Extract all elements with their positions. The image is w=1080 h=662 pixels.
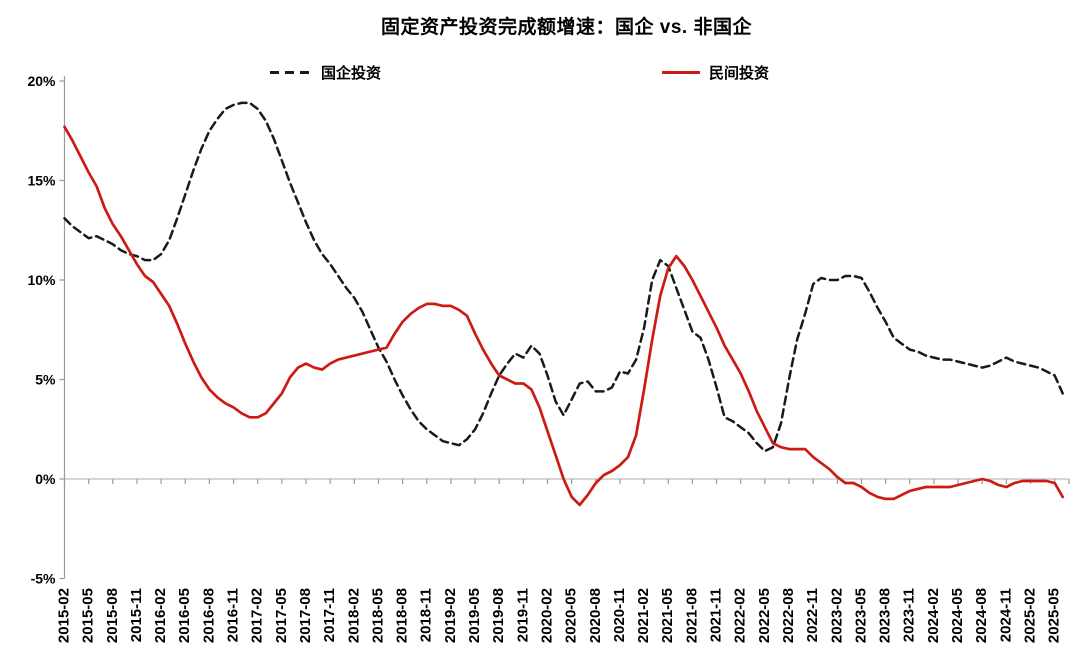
x-axis-label: 2023-02 bbox=[828, 588, 845, 643]
legend-label-private: 民间投资 bbox=[709, 64, 770, 82]
x-axis-label: 2021-11 bbox=[708, 588, 725, 642]
x-axis-label: 2020-11 bbox=[611, 588, 628, 642]
x-axis-label: 2015-02 bbox=[55, 588, 72, 643]
y-axis-label: 20% bbox=[27, 73, 56, 89]
y-axis-label: -5% bbox=[31, 571, 56, 587]
y-axis-label: 10% bbox=[27, 272, 56, 288]
x-axis-label: 2019-11 bbox=[514, 588, 531, 642]
x-axis-label: 2017-08 bbox=[297, 588, 314, 643]
x-axis-label: 2024-08 bbox=[973, 588, 990, 643]
x-axis-label: 2016-11 bbox=[225, 588, 242, 642]
x-axis-label: 2016-08 bbox=[200, 588, 217, 643]
y-axis-label: 5% bbox=[35, 372, 56, 388]
soe-dashed-line-swatch bbox=[270, 70, 312, 74]
x-axis-label: 2020-05 bbox=[563, 588, 580, 643]
x-axis-label: 2018-11 bbox=[418, 588, 435, 642]
x-axis-label: 2021-08 bbox=[683, 588, 700, 643]
x-axis-label: 2023-05 bbox=[852, 588, 869, 643]
x-axis-label: 2018-08 bbox=[394, 588, 411, 643]
soe-investment-line bbox=[63, 101, 1064, 453]
legend-label-soe: 国企投资 bbox=[321, 64, 382, 82]
x-axis-label: 2016-05 bbox=[176, 588, 193, 643]
chart-title: 固定资产投资完成额增速：国企 vs. 非国企 bbox=[381, 17, 752, 38]
x-axis-label: 2017-11 bbox=[321, 588, 338, 642]
x-axis-label: 2015-11 bbox=[128, 588, 145, 642]
private-investment-line bbox=[63, 125, 1065, 507]
x-axis-label: 2021-05 bbox=[659, 588, 676, 643]
x-axis-label: 2022-11 bbox=[804, 588, 821, 642]
x-axis-label: 2017-02 bbox=[249, 588, 266, 643]
x-axis-label: 2020-02 bbox=[538, 588, 555, 643]
x-axis-label: 2025-02 bbox=[1021, 588, 1038, 643]
x-axis-label: 2024-02 bbox=[925, 588, 942, 643]
x-axis-label: 2019-02 bbox=[442, 588, 459, 643]
private-line-swatch bbox=[662, 70, 700, 74]
x-axis-label: 2018-05 bbox=[369, 588, 386, 643]
x-axis-label: 2019-05 bbox=[466, 588, 483, 643]
y-axis-label: 15% bbox=[27, 173, 56, 189]
x-axis-label: 2025-05 bbox=[1046, 588, 1063, 643]
x-axis-label: 2015-05 bbox=[80, 588, 97, 643]
x-axis-label: 2016-02 bbox=[152, 588, 169, 643]
y-axis-label: 0% bbox=[35, 471, 56, 487]
x-axis-label: 2022-05 bbox=[756, 588, 773, 643]
x-axis-label: 2022-08 bbox=[780, 588, 797, 643]
x-axis-label: 2023-11 bbox=[901, 588, 918, 642]
x-axis-label: 2022-02 bbox=[732, 588, 749, 643]
x-axis-label: 2019-08 bbox=[490, 588, 507, 643]
x-axis-label: 2021-02 bbox=[635, 588, 652, 643]
legend-item-soe: 国企投资 bbox=[270, 63, 382, 82]
x-axis-label: 2023-08 bbox=[877, 588, 894, 643]
x-axis-label: 2020-08 bbox=[587, 588, 604, 643]
legend-item-private: 民间投资 bbox=[662, 63, 770, 82]
x-axis-label: 2017-05 bbox=[273, 588, 290, 643]
x-axis-label: 2024-11 bbox=[997, 588, 1014, 642]
x-axis-label: 2015-08 bbox=[104, 588, 121, 643]
x-axis-label: 2018-02 bbox=[345, 588, 362, 643]
x-axis-label: 2024-05 bbox=[949, 588, 966, 643]
